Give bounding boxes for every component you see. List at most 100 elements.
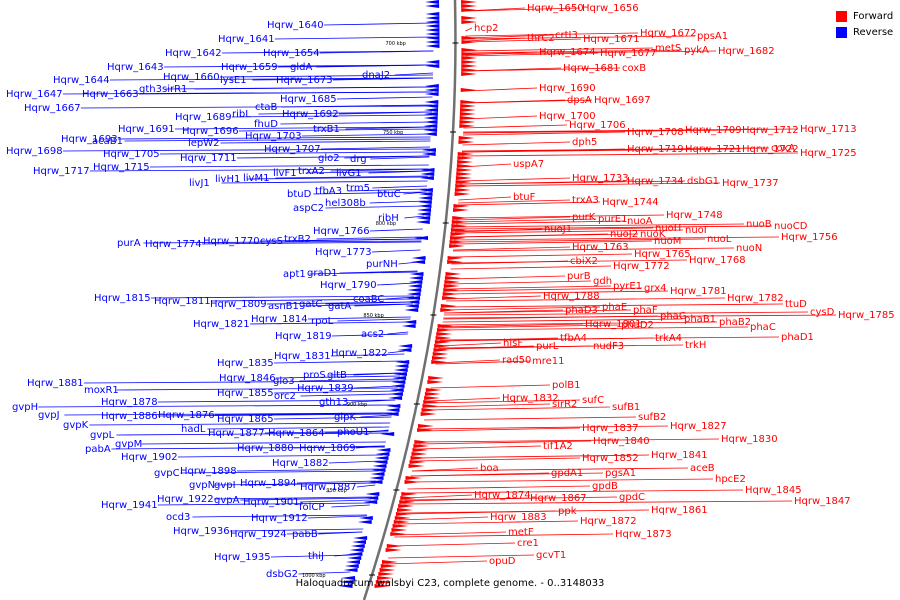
gene-label[interactable]: Hqrw_1819 xyxy=(275,331,332,342)
gene-label[interactable]: Hqrw_1902 xyxy=(121,452,178,463)
gene-label[interactable]: Hqrw_1855 xyxy=(217,388,274,399)
gene-label[interactable]: moxR1 xyxy=(84,385,119,396)
gene-label[interactable]: Hqrw_1827 xyxy=(670,421,727,432)
gene-label[interactable]: Hqrw_1815 xyxy=(94,293,151,304)
gene-label[interactable]: lepW2 xyxy=(188,138,220,149)
gene-label[interactable]: Hqrw_1887 xyxy=(300,482,357,493)
gene-label[interactable]: dsbG2 xyxy=(266,569,298,580)
gene-label[interactable]: livH1 xyxy=(215,174,240,185)
gene-label[interactable]: gpdC xyxy=(619,492,645,503)
gene-label[interactable]: purA xyxy=(117,238,141,249)
gene-label[interactable]: Hqrw_1690 xyxy=(539,83,596,94)
gene-label[interactable]: gdh xyxy=(593,276,612,287)
gene-label[interactable]: gvpL xyxy=(90,430,115,441)
gene-label[interactable]: pgsA1 xyxy=(605,468,636,479)
gene-label[interactable]: trxA3 xyxy=(572,195,599,206)
gene-label[interactable]: Hqrw_1814 xyxy=(251,314,308,325)
gene-label[interactable]: nuoN xyxy=(736,243,762,254)
gene-label[interactable]: Hqrw_1774 xyxy=(145,239,202,250)
gene-label[interactable]: Hqrw_1872 xyxy=(580,516,637,527)
gene-label[interactable]: btuC xyxy=(377,189,401,200)
gene-label[interactable]: Hqrw_1722 xyxy=(742,144,799,155)
gene-label[interactable]: Hqrw_1821 xyxy=(193,319,250,330)
gene-label[interactable]: opuD xyxy=(489,556,516,567)
gene-label[interactable]: ppsA1 xyxy=(697,31,728,42)
gene-label[interactable]: Hqrw_1717 xyxy=(33,166,90,177)
gene-label[interactable]: Hqrw_1876 xyxy=(158,410,215,421)
gene-label[interactable]: Hqrw_1830 xyxy=(721,434,778,445)
gene-label[interactable]: Hqrw_1705 xyxy=(103,149,160,160)
gene-label[interactable]: cbiX2 xyxy=(570,256,598,267)
gene-label[interactable]: lysE1 xyxy=(220,75,247,86)
gene-label[interactable]: Hqrw_1881 xyxy=(27,378,84,389)
gene-label[interactable]: Hqrw_1788 xyxy=(543,291,600,302)
gene-label[interactable]: apt1 xyxy=(283,269,306,280)
gene-label[interactable]: Hqrw_1874 xyxy=(474,490,531,501)
gene-label[interactable]: cysS xyxy=(260,236,283,247)
gene-label[interactable]: Hqrw_1831 xyxy=(274,351,331,362)
gene-label[interactable]: gvpA xyxy=(214,495,240,506)
gene-label[interactable]: ctaB xyxy=(255,102,278,113)
gene-label[interactable]: hadL xyxy=(181,424,206,435)
gene-label[interactable]: dsbG1 xyxy=(687,176,719,187)
gene-label[interactable]: Hqrw_1935 xyxy=(214,552,271,563)
gene-label[interactable]: Hqrw_1924 xyxy=(230,529,287,540)
gene-label[interactable]: Hqrw_1840 xyxy=(593,436,650,447)
gene-label[interactable]: Hqrw_1672 xyxy=(640,28,697,39)
gene-label[interactable]: gvpI xyxy=(214,480,236,491)
gene-label[interactable]: Hqrw_1677 xyxy=(600,48,657,59)
gene-label[interactable]: Hqrw_1811 xyxy=(154,296,211,307)
gene-label[interactable]: Hqrw_1882 xyxy=(272,458,329,469)
gene-label[interactable]: hisF xyxy=(503,338,523,349)
gene-label[interactable]: Hqrw_1709 xyxy=(685,125,742,136)
gene-label[interactable]: Hqrw_1708 xyxy=(627,127,684,138)
gene-label[interactable]: dpsA xyxy=(567,95,592,106)
gene-label[interactable]: Hqrw_1659 xyxy=(221,62,278,73)
gene-label[interactable]: glpK xyxy=(334,412,356,423)
gene-label[interactable]: nudF3 xyxy=(593,341,624,352)
gene-label[interactable]: aceB xyxy=(690,463,715,474)
gene-label[interactable]: gvpJ xyxy=(38,410,60,421)
gene-label[interactable]: Hqrw_1682 xyxy=(718,46,775,57)
gene-label[interactable]: gth3 xyxy=(139,84,162,95)
gene-label[interactable]: Hqrw_1667 xyxy=(24,103,81,114)
gene-label[interactable]: glo3 xyxy=(273,376,295,387)
gene-label[interactable]: Hqrw_1832 xyxy=(502,393,559,404)
gene-label[interactable]: Hqrw_1845 xyxy=(745,485,802,496)
gene-label[interactable]: Hqrw_1756 xyxy=(781,232,838,243)
gene-label[interactable]: acs2 xyxy=(361,329,384,340)
gene-label[interactable]: nuoB xyxy=(746,219,772,230)
gene-label[interactable]: thrC2 xyxy=(527,33,555,44)
gene-label[interactable]: Hqrw_1703 xyxy=(245,131,302,142)
gene-label[interactable]: Hqrw_1766 xyxy=(313,226,370,237)
gene-label[interactable]: ppk xyxy=(558,506,577,517)
gene-label[interactable]: dnaJ2 xyxy=(362,70,390,81)
gene-label[interactable]: Hqrw_1725 xyxy=(800,148,857,159)
gene-label[interactable]: Hqrw_1673 xyxy=(276,75,333,86)
gene-label[interactable]: coxA xyxy=(771,143,795,154)
gene-label[interactable]: purE1 xyxy=(598,214,627,225)
gene-label[interactable]: livG1 xyxy=(336,168,362,179)
gene-label[interactable]: Hqrw_1801 xyxy=(585,319,642,330)
gene-label[interactable]: acaB1 xyxy=(92,136,123,147)
gene-label[interactable]: Hqrw_1846 xyxy=(219,373,276,384)
gene-label[interactable]: purL xyxy=(536,341,559,352)
gene-label[interactable]: pabA xyxy=(85,444,111,455)
gene-label[interactable]: Hqrw_1660 xyxy=(163,72,220,83)
gene-label[interactable]: Hqrw_1809 xyxy=(210,299,267,310)
gene-label[interactable]: Hqrw_1748 xyxy=(666,210,723,221)
gene-label[interactable]: Hqrw_1698 xyxy=(6,146,63,157)
gene-label[interactable]: hel308b xyxy=(325,198,366,209)
gene-label[interactable]: pyrE1 xyxy=(613,281,642,292)
gene-label[interactable]: Hqrw_1790 xyxy=(320,280,377,291)
gene-label[interactable]: gatC xyxy=(299,299,322,310)
gene-label[interactable]: btuF xyxy=(513,192,536,203)
gene-label[interactable]: Hqrw_1772 xyxy=(613,261,670,272)
gene-label[interactable]: pabB xyxy=(292,529,318,540)
gene-label[interactable]: Hqrw_1744 xyxy=(602,197,659,208)
gene-label[interactable]: metS xyxy=(655,43,681,54)
gene-label[interactable]: pykA xyxy=(684,45,709,56)
gene-label[interactable]: nuoA xyxy=(627,216,653,227)
gene-label[interactable]: Hqrw_1883 xyxy=(490,512,547,523)
gene-label[interactable]: trm5 xyxy=(346,183,370,194)
